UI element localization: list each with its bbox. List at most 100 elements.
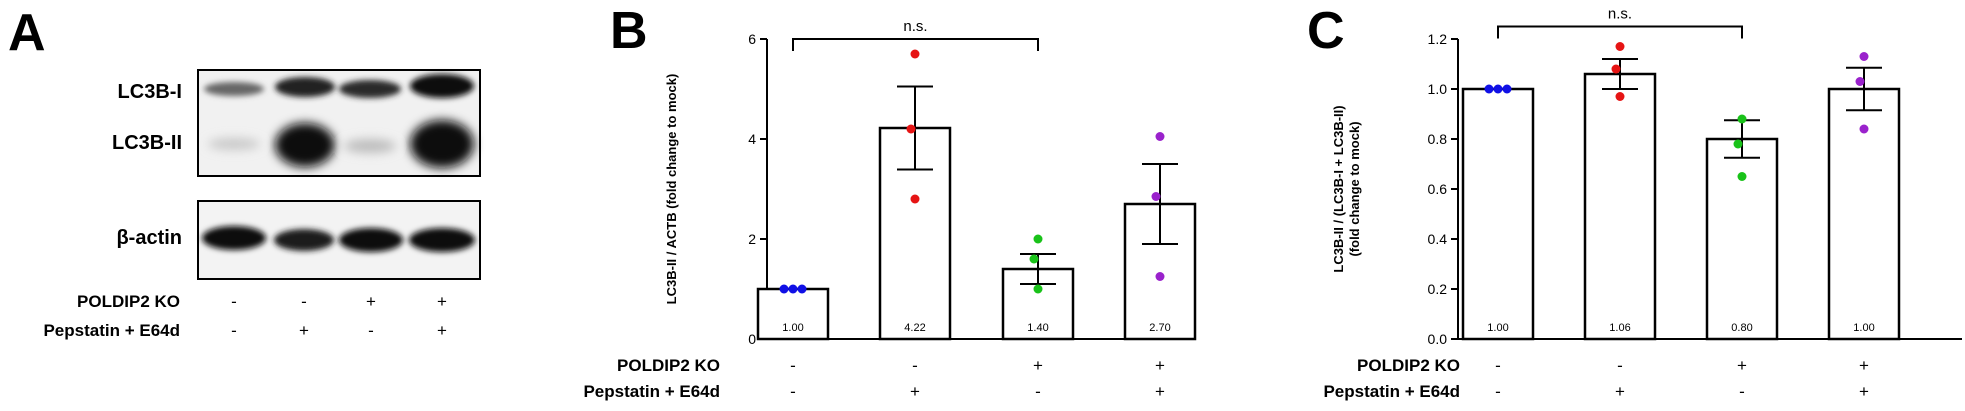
lc3b-ii-bands [208, 120, 474, 168]
y-tick-label: 0.0 [1428, 331, 1448, 347]
a-row-label-pepstatin: Pepstatin + E64d [43, 321, 180, 340]
y-axis-label: (fold change to mock) [1347, 121, 1362, 256]
data-point [1484, 84, 1494, 94]
row-label: POLDIP2 KO [617, 356, 720, 375]
significance-bracket [792, 38, 1039, 51]
row-sign: + [1033, 356, 1043, 375]
bar [1705, 137, 1779, 341]
chart-c: 0.0 0.2 0.4 0.6 0.8 1.0 1.2 LC3B-II / (LC3B-I +… [1323, 6, 1962, 401]
a-sign-r1-c3: + [437, 321, 447, 340]
bar [1461, 87, 1535, 341]
data-point [1737, 114, 1747, 124]
a-row-label-poldip2: POLDIP2 KO [77, 292, 180, 311]
a-sign-r0-c2: + [366, 292, 376, 311]
a-sign-r0-c1: - [301, 292, 307, 311]
significance-bracket [1497, 25, 1743, 39]
data-point [797, 284, 807, 294]
bar-value-label: 1.40 [1027, 322, 1048, 334]
row-sign: - [1035, 382, 1041, 401]
a-sign-r1-c2: - [368, 321, 374, 340]
row-sign: + [1155, 382, 1165, 401]
data-point [910, 49, 920, 59]
y-tick-label: 0 [748, 331, 756, 347]
significance-label: n.s. [903, 18, 927, 35]
y-tick-label: 0.2 [1428, 281, 1448, 297]
row-label: Pepstatin + E64d [583, 382, 720, 401]
panel-a: A LC3B-I LC3B-II [8, 4, 481, 340]
band-label-lc3b-ii: LC3B-II [112, 132, 182, 154]
panel-c-letter: C [1307, 2, 1345, 60]
panel-b: B 0 2 4 6 LC3B-II / ACTB (fold change to moc… [583, 2, 1197, 401]
row-sign: + [1737, 356, 1747, 375]
y-tick-label: 2 [748, 231, 756, 247]
data-point [1155, 272, 1165, 281]
bar-value-label: 2.70 [1149, 322, 1170, 334]
data-point [1615, 42, 1625, 51]
panel-a-letter: A [8, 4, 46, 62]
row-sign: + [910, 382, 920, 401]
bar-value-label: 1.06 [1609, 322, 1630, 334]
y-tick-label: 0.4 [1428, 231, 1448, 247]
row-sign: - [912, 356, 918, 375]
y-tick-label: 6 [748, 31, 756, 47]
bar-value-label: 1.00 [782, 322, 803, 334]
a-sign-r0-c3: + [437, 292, 447, 311]
data-point [1859, 124, 1869, 134]
row-sign: - [1495, 356, 1501, 375]
chart-b: 0 2 4 6 LC3B-II / ACTB (fold change to mock)… [583, 18, 1197, 401]
bar-value-label: 1.00 [1487, 322, 1508, 334]
a-sign-grid: - - + + - + - + [231, 292, 447, 340]
row-sign: - [790, 382, 796, 401]
data-point [1611, 64, 1621, 74]
data-point [1151, 192, 1161, 201]
bar-value-label: 1.00 [1853, 322, 1874, 334]
y-axis-label: LC3B-II / ACTB (fold change to mock) [664, 74, 679, 305]
bar [1583, 72, 1657, 341]
a-sign-r0-c0: - [231, 292, 237, 311]
row-sign: - [1739, 382, 1745, 401]
a-sign-r1-c1: + [299, 321, 309, 340]
data-point [1859, 52, 1869, 61]
row-label: Pepstatin + E64d [1323, 382, 1460, 401]
y-tick-label: 1.0 [1428, 81, 1448, 97]
data-point [1033, 284, 1043, 294]
data-point [779, 284, 789, 294]
bar [756, 287, 830, 341]
data-point [1033, 234, 1043, 244]
row-sign: + [1155, 356, 1165, 375]
data-point [1733, 139, 1743, 149]
western-blot-actin [197, 200, 481, 280]
significance-label: n.s. [1608, 6, 1632, 23]
band-label-lc3b-i: LC3B-I [118, 81, 182, 103]
data-point [910, 194, 920, 204]
y-tick-label: 1.2 [1428, 31, 1448, 47]
bar-value-label: 4.22 [904, 322, 925, 334]
band-label-actin: β-actin [116, 227, 182, 249]
panel-b-letter: B [610, 2, 648, 60]
y-axis-label: LC3B-II / (LC3B-I + LC3B-II) [1331, 105, 1346, 272]
y-tick-label: 0.8 [1428, 131, 1448, 147]
data-point [906, 124, 916, 134]
row-sign: - [1617, 356, 1623, 375]
row-sign: + [1859, 382, 1869, 401]
row-label: POLDIP2 KO [1357, 356, 1460, 375]
row-sign: + [1615, 382, 1625, 401]
data-point [1737, 172, 1747, 181]
actin-bands [202, 226, 475, 252]
western-blot-lc3b [197, 69, 481, 177]
row-sign: - [1495, 382, 1501, 401]
y-tick-label: 4 [748, 131, 756, 147]
row-sign: + [1859, 356, 1869, 375]
data-point [1493, 84, 1503, 94]
row-sign: - [790, 356, 796, 375]
y-tick-label: 0.6 [1428, 181, 1448, 197]
data-point [1615, 92, 1625, 101]
lc3b-i-bands [204, 74, 474, 98]
data-point [788, 284, 798, 294]
data-point [1029, 254, 1039, 264]
a-sign-r1-c0: - [231, 321, 237, 340]
data-point [1502, 84, 1512, 94]
bar-value-label: 0.80 [1731, 322, 1752, 334]
data-point [1155, 132, 1165, 141]
